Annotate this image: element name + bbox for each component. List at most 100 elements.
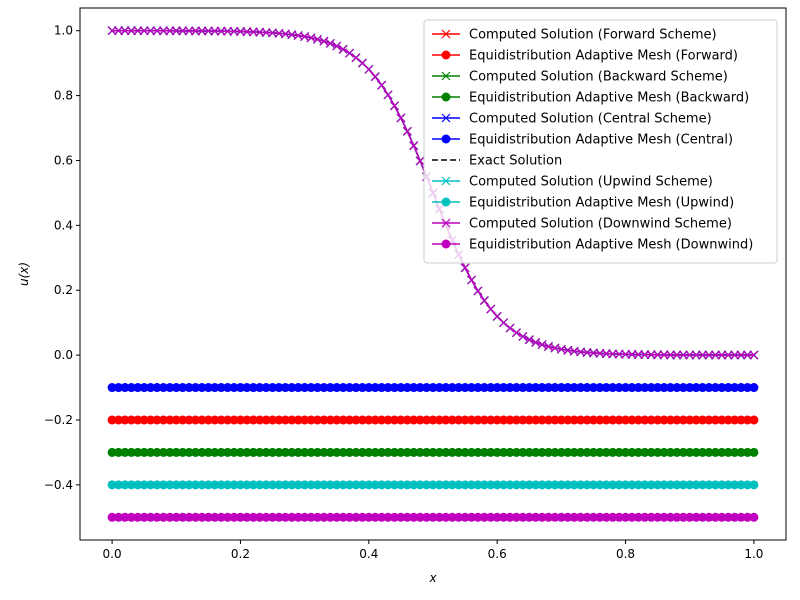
data-point	[332, 447, 342, 457]
data-point	[351, 383, 361, 393]
data-point	[133, 447, 143, 457]
data-point	[338, 383, 348, 393]
data-point	[665, 480, 675, 490]
data-point	[171, 383, 181, 393]
data-point	[242, 415, 252, 425]
data-point	[306, 447, 316, 457]
data-point	[698, 383, 708, 393]
data-point	[544, 415, 554, 425]
data-point	[614, 447, 624, 457]
data-point	[665, 383, 675, 393]
data-point	[370, 415, 380, 425]
legend-label: Computed Solution (Upwind Scheme)	[469, 175, 713, 190]
data-point	[704, 350, 714, 360]
data-point	[550, 447, 560, 457]
data-point	[717, 480, 727, 490]
data-point	[511, 512, 521, 522]
data-point	[595, 512, 605, 522]
data-point	[614, 349, 624, 359]
data-point	[736, 350, 746, 360]
data-point	[505, 323, 515, 333]
data-point	[717, 415, 727, 425]
data-point	[492, 415, 502, 425]
data-point	[736, 415, 746, 425]
data-point	[428, 480, 438, 490]
data-point	[357, 512, 367, 522]
data-point	[293, 447, 303, 457]
data-point	[377, 415, 387, 425]
legend-item: Computed Solution (Upwind Scheme)	[432, 175, 713, 190]
data-point	[280, 383, 290, 393]
data-point	[191, 512, 201, 522]
data-point	[338, 415, 348, 425]
data-point	[723, 512, 733, 522]
data-point	[640, 447, 650, 457]
legend-item: Equidistribution Adaptive Mesh (Downwind…	[432, 238, 753, 253]
legend-item: Equidistribution Adaptive Mesh (Backward…	[432, 91, 749, 106]
data-point	[139, 480, 149, 490]
data-point	[146, 383, 156, 393]
data-point	[210, 26, 220, 36]
data-point	[152, 512, 162, 522]
data-point	[300, 415, 310, 425]
data-point	[300, 383, 310, 393]
data-point	[306, 512, 316, 522]
data-point	[126, 415, 136, 425]
data-point	[235, 415, 245, 425]
y-tick-label: −0.4	[44, 478, 73, 492]
data-point	[319, 383, 329, 393]
data-point	[390, 101, 399, 111]
data-point	[216, 415, 226, 425]
data-point	[364, 415, 374, 425]
data-point	[165, 480, 175, 490]
data-point	[197, 415, 207, 425]
data-point	[377, 512, 387, 522]
data-point	[139, 512, 149, 522]
data-point	[492, 383, 502, 393]
data-point	[223, 415, 233, 425]
data-point	[486, 480, 496, 490]
data-point	[114, 26, 123, 36]
data-point	[325, 383, 335, 393]
data-point	[653, 480, 663, 490]
data-point	[678, 383, 688, 393]
data-point	[248, 480, 258, 490]
data-point	[460, 415, 470, 425]
data-point	[441, 480, 451, 490]
y-tick-label: 0.4	[54, 218, 73, 232]
data-point	[415, 480, 425, 490]
data-point	[351, 512, 361, 522]
data-point	[357, 480, 367, 490]
data-point	[338, 512, 348, 522]
y-axis-label: u(x)	[17, 262, 31, 286]
data-point	[319, 447, 329, 457]
data-point	[120, 512, 130, 522]
x-tick-label: 1.0	[744, 547, 763, 561]
data-point	[576, 415, 586, 425]
legend-marker	[441, 92, 451, 102]
data-point	[460, 383, 470, 393]
data-point	[351, 53, 361, 63]
data-point	[646, 383, 656, 393]
data-point	[460, 512, 470, 522]
data-point	[505, 447, 515, 457]
data-point	[191, 480, 201, 490]
data-point	[293, 383, 303, 393]
data-point	[569, 512, 579, 522]
data-point	[377, 80, 387, 90]
data-point	[345, 447, 355, 457]
data-point	[627, 415, 637, 425]
data-point	[627, 512, 637, 522]
data-point	[203, 447, 213, 457]
data-point	[274, 512, 284, 522]
data-point	[550, 415, 560, 425]
data-point	[223, 480, 233, 490]
data-point	[178, 447, 188, 457]
data-point	[666, 350, 675, 360]
data-point	[627, 383, 637, 393]
data-point	[691, 350, 701, 360]
data-point	[171, 480, 181, 490]
data-point	[640, 383, 650, 393]
data-point	[268, 480, 278, 490]
legend-marker	[441, 134, 451, 144]
